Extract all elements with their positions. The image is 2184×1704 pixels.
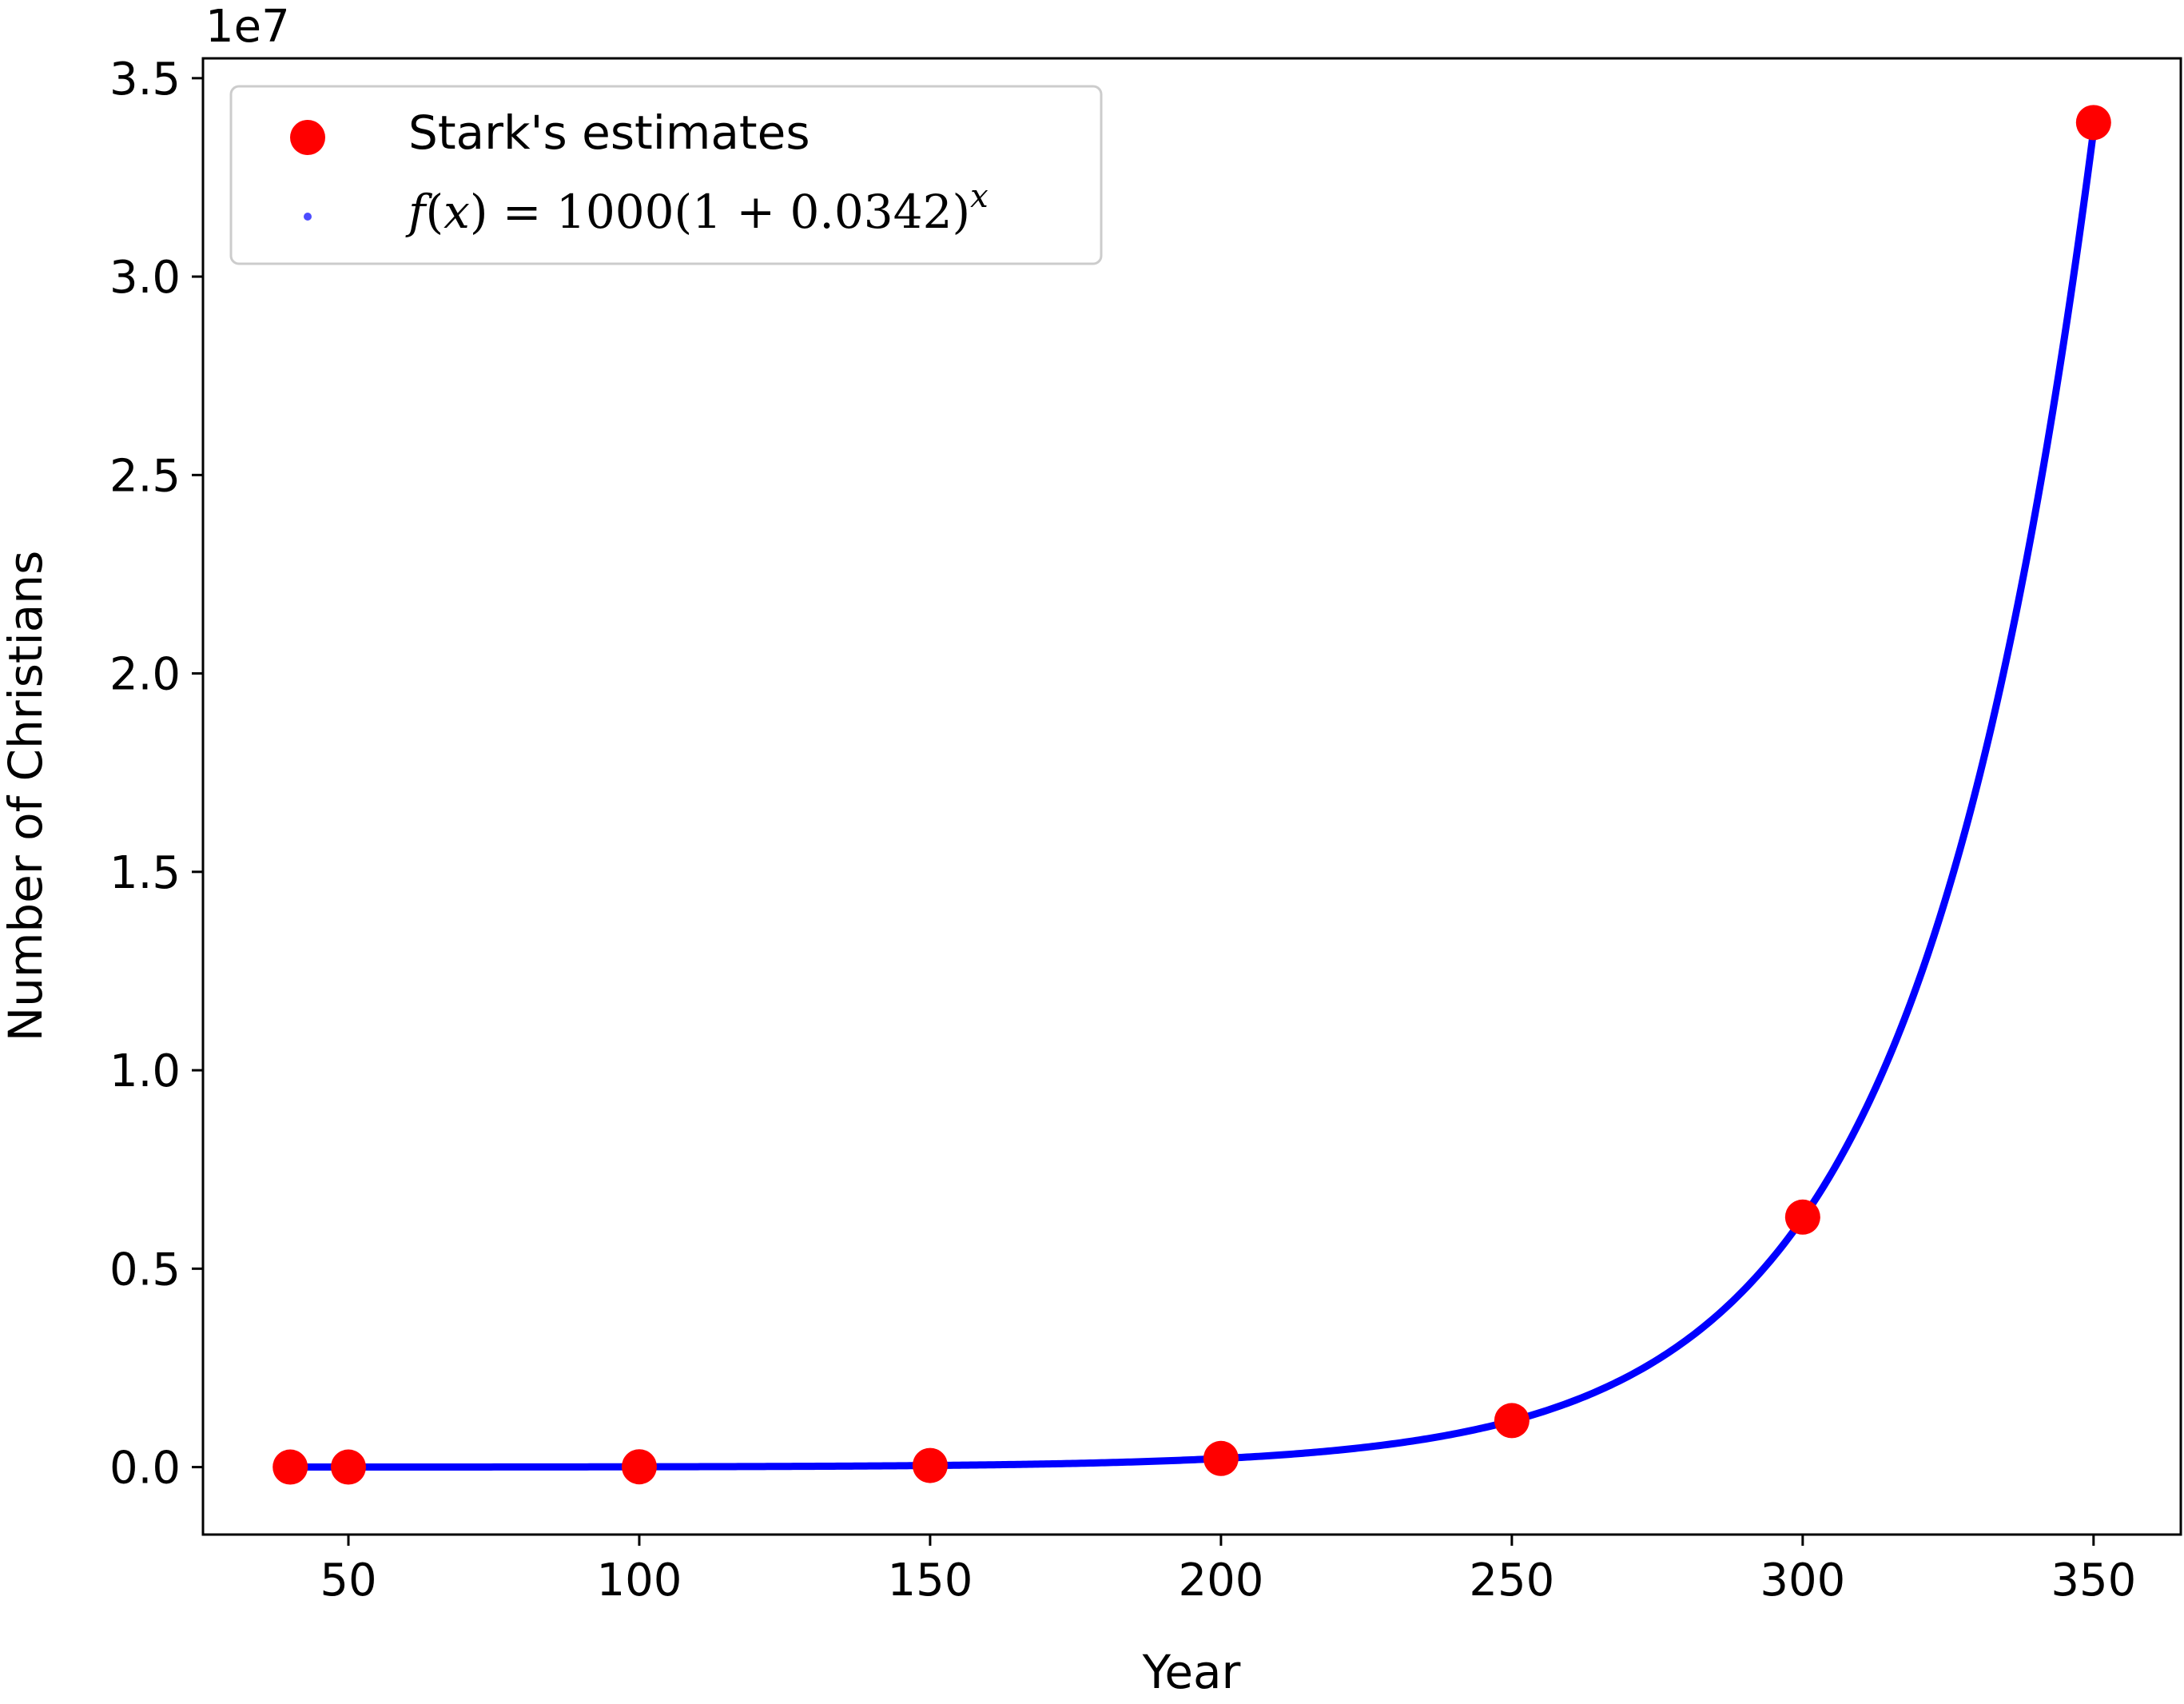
y-offset-text: 1e7 <box>205 1 290 53</box>
x-axis-label: Year <box>1142 1645 1241 1699</box>
y-tick-label: 0.5 <box>109 1244 181 1296</box>
stark-estimate-point <box>1494 1403 1530 1439</box>
stark-estimate-point <box>1203 1440 1239 1476</box>
x-tick-label: 150 <box>887 1555 973 1606</box>
plot-area <box>203 58 2181 1535</box>
fit-curve-line <box>286 126 2098 1471</box>
y-tick-label: 3.0 <box>109 252 181 304</box>
legend-label-fit: f(x) = 1000(1 + 0.0342)x <box>405 178 989 239</box>
y-axis-ticks: 0.0 0.5 1.0 1.5 2.0 2.5 3.0 3.5 <box>109 54 203 1495</box>
legend-marker-stark <box>290 120 325 155</box>
legend-marker-fit <box>304 213 312 221</box>
stark-estimate-point <box>330 1449 366 1485</box>
x-axis-ticks: 50 100 150 200 250 300 350 <box>320 1535 2136 1606</box>
legend-fit-equation: ) = 1000(1 + 0.0342) <box>470 185 970 239</box>
y-tick-label: 2.0 <box>109 649 181 701</box>
stark-estimate-point <box>2075 105 2111 141</box>
x-tick-label: 350 <box>2051 1555 2136 1606</box>
y-tick-label: 1.5 <box>109 847 181 899</box>
x-tick-label: 250 <box>1469 1555 1554 1606</box>
stark-estimate-point <box>1784 1199 1820 1235</box>
data-layer <box>273 105 2111 1485</box>
legend-box <box>229 85 1103 265</box>
x-tick-label: 300 <box>1760 1555 1845 1606</box>
stark-estimate-point <box>273 1449 308 1485</box>
legend-fit-exponent: x <box>970 178 989 215</box>
stark-estimate-point <box>621 1449 657 1485</box>
legend-label-stark: Stark's estimates <box>408 106 810 160</box>
legend-fit-x: x <box>444 185 470 239</box>
axes-frame <box>201 57 2182 1536</box>
axes-background <box>203 58 2181 1535</box>
legend-fit-paren: ( <box>425 185 444 239</box>
stark-estimate-point <box>912 1447 948 1483</box>
y-tick-label: 2.5 <box>109 450 181 502</box>
legend: Stark's estimates f(x) = 1000(1 + 0.0342… <box>229 85 1103 265</box>
x-tick-label: 100 <box>597 1555 682 1606</box>
x-tick-label: 50 <box>320 1555 376 1606</box>
y-axis-label: Number of Christians <box>0 551 53 1042</box>
y-tick-label: 0.0 <box>109 1443 181 1495</box>
y-tick-label: 3.5 <box>109 54 181 106</box>
y-tick-label: 1.0 <box>109 1045 181 1097</box>
x-tick-label: 200 <box>1178 1555 1263 1606</box>
